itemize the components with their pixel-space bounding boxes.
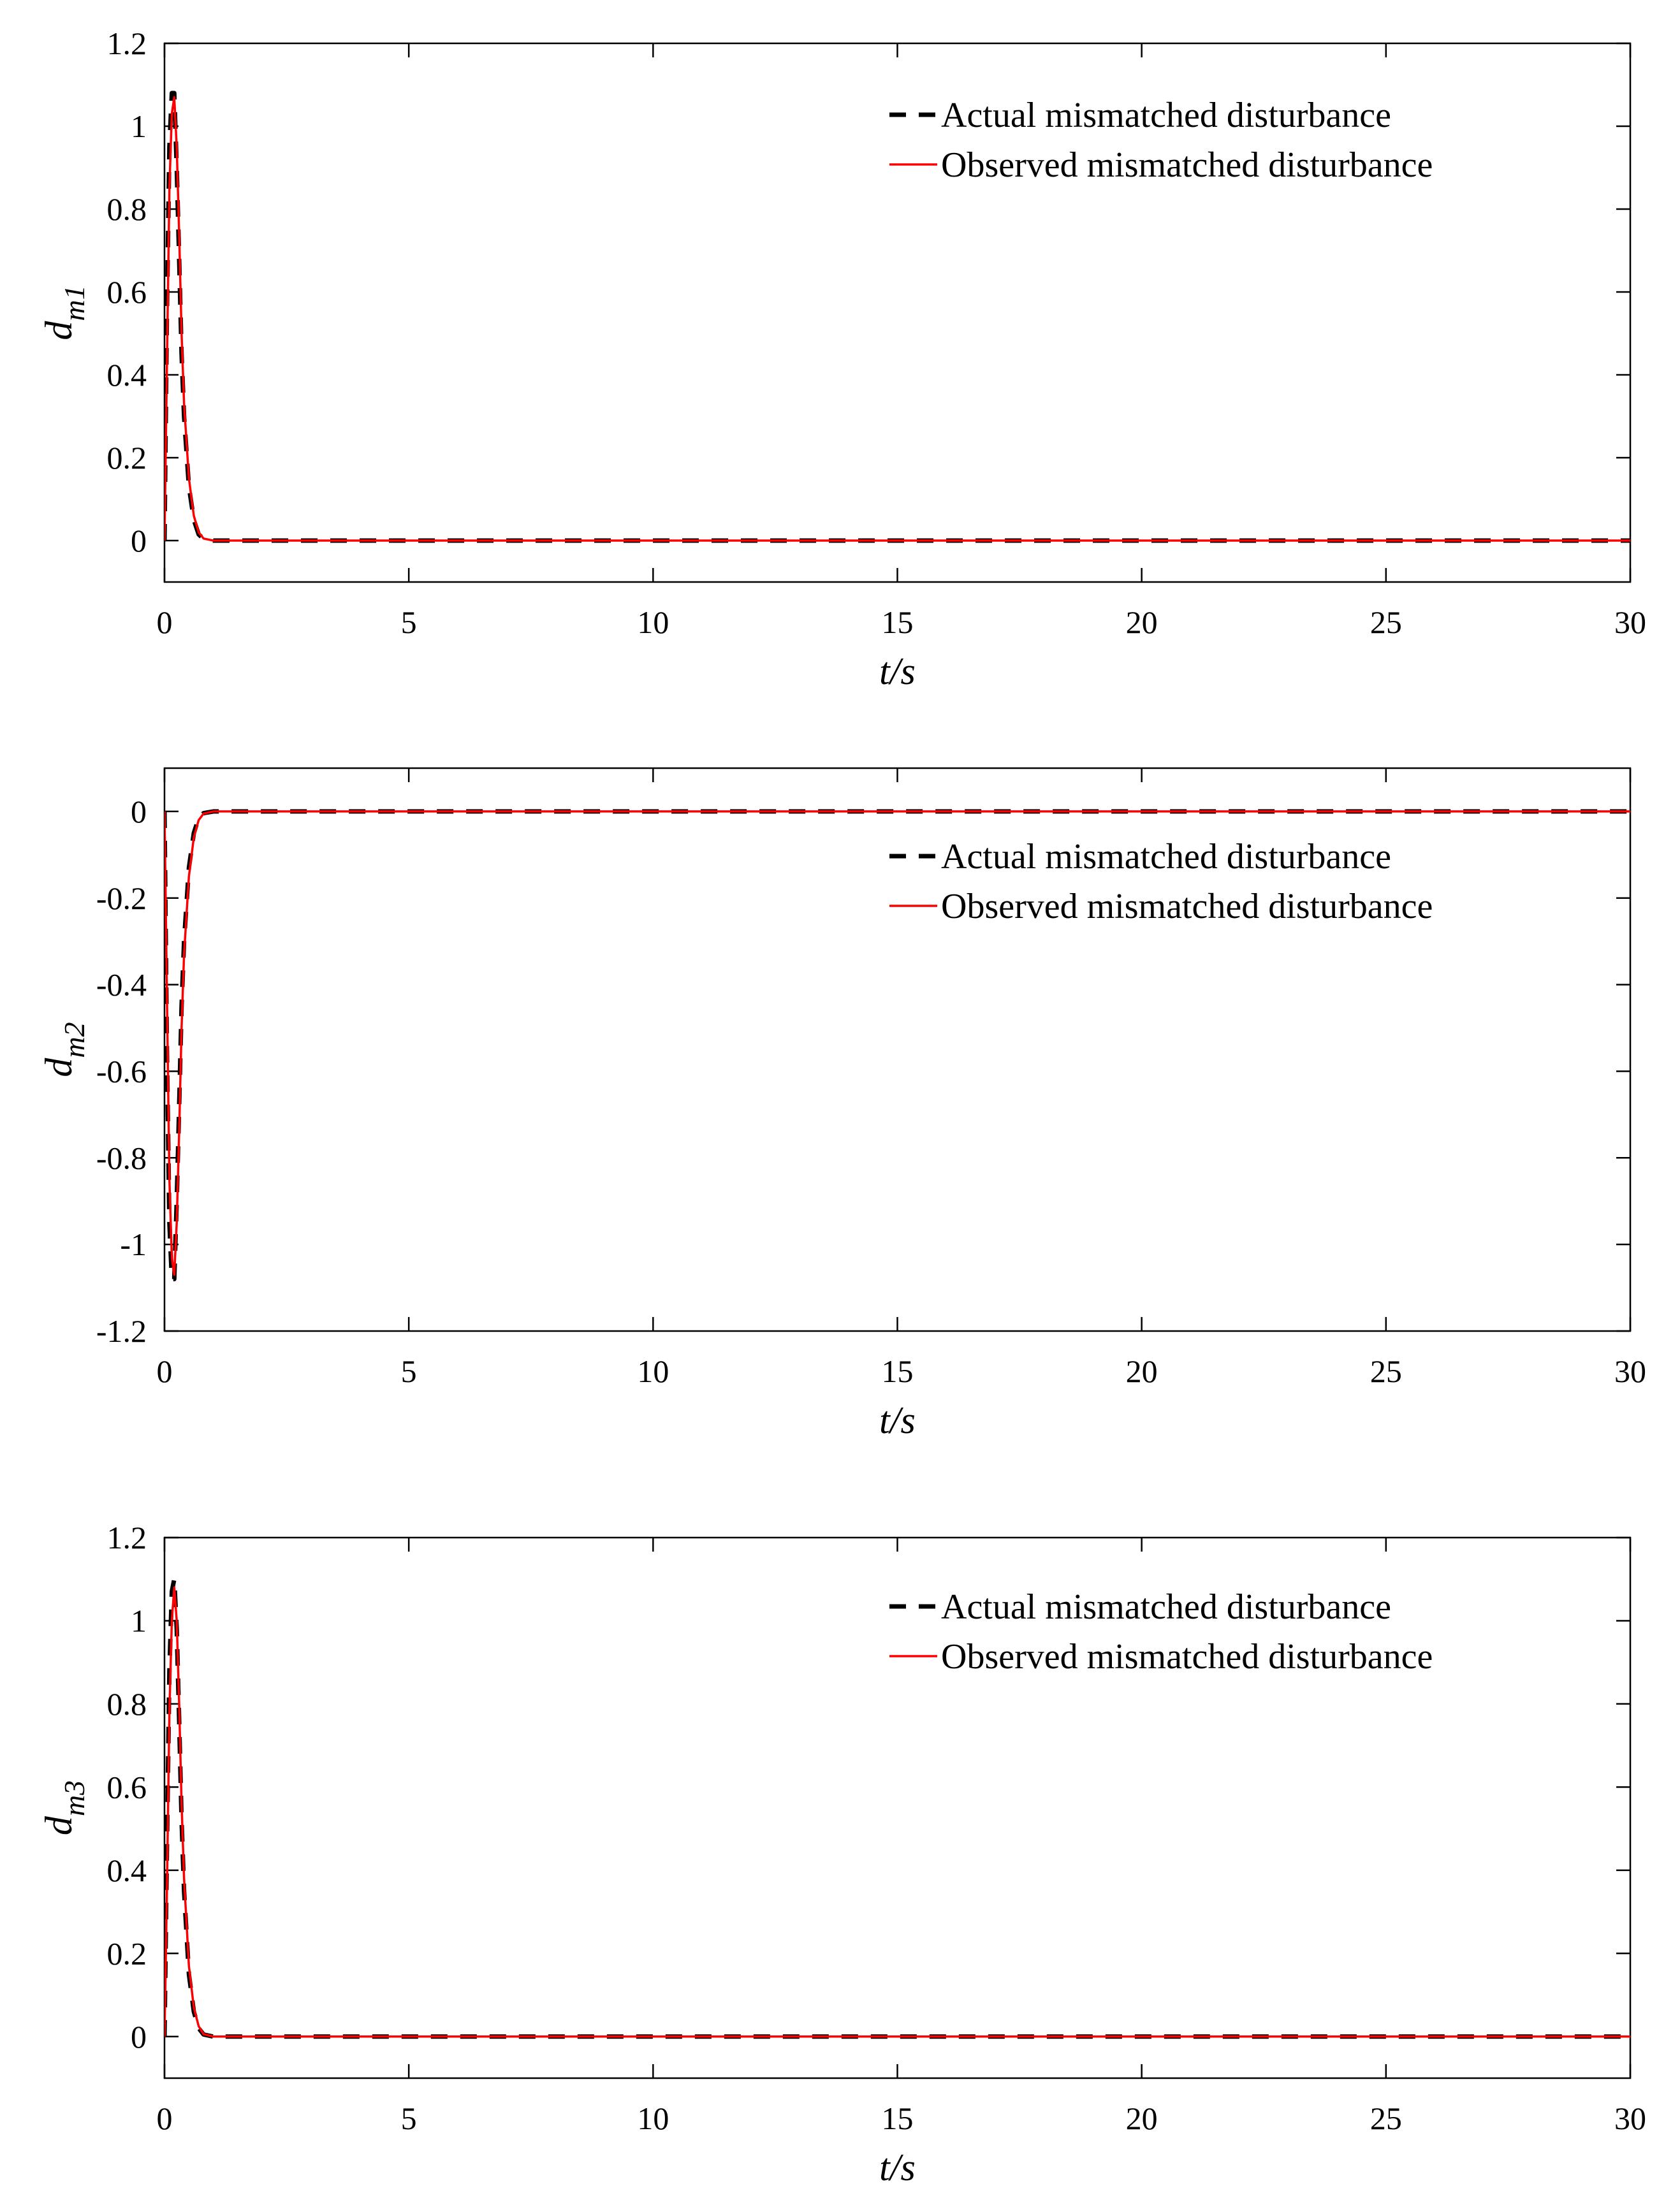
y-axis-label-subscript: m3 [58,1780,91,1816]
x-tick-label: 20 [1126,604,1158,640]
series-line-actual [164,809,1630,1281]
x-tick-label: 30 [1614,1353,1646,1389]
y-tick-label: 0 [131,523,147,558]
x-tick-label: 25 [1370,2100,1402,2136]
chart-panel-2: 0 5 10 15 20 25 30 -1.2 -1 -0.8 -0.6 -0.4 -0.2 0 t/s dm… [38,767,1646,1441]
y-tick-label: 0.8 [107,191,147,227]
y-tick-label: 1 [131,108,147,144]
x-axis-label: t/s [879,1399,916,1441]
legend-label: Actual mismatched disturbance [941,96,1391,135]
y-axis-label-subscript: m2 [58,1022,91,1058]
x-tick-label: 5 [401,2100,417,2136]
y-tick-label: -0.4 [96,967,147,1003]
y-axis-label-base: d [38,321,80,340]
chart-panel-1: 0 5 10 15 20 25 30 0 0.2 0.4 0.6 0.8 1 1.2 t/s dm1 Actua… [38,25,1646,692]
y-tick-label: 0 [131,2019,147,2055]
y-tick-label: -0.8 [96,1140,147,1175]
y-tick-label: 0 [131,794,147,829]
legend-label: Actual mismatched disturbance [941,1587,1391,1627]
x-tick-label: 5 [401,604,417,640]
x-tick-label: 5 [401,1353,417,1389]
x-axis-label: t/s [879,650,916,692]
x-tick-label: 15 [882,2100,914,2136]
series-line-observed [164,96,1630,542]
y-tick-label: 1.2 [107,1520,147,1555]
y-axis-label: dm1 [38,285,91,340]
y-tick-label: -1.2 [96,1313,147,1349]
y-tick-label: -1 [120,1226,147,1262]
y-axis-label-subscript: m1 [58,285,91,321]
axes-frame [163,42,1632,583]
y-axis-label-base: d [38,1058,80,1077]
x-tick-label: 15 [882,1353,914,1389]
y-tick-label: 0.2 [107,1935,147,1971]
x-tick-label: 30 [1614,2100,1646,2136]
x-tick-label: 25 [1370,604,1402,640]
y-tick-label: 1 [131,1603,147,1638]
axes-frame [163,767,1632,1332]
y-tick-label: 0.8 [107,1686,147,1722]
y-tick-label: 1.2 [107,25,147,61]
y-tick-label: -0.2 [96,880,147,916]
x-tick-label: 10 [637,1353,669,1389]
chart-panel-3: 0 5 10 15 20 25 30 0 0.2 0.4 0.6 0.8 1 1.2 t/s dm3 Actua… [38,1520,1646,2188]
x-tick-label: 20 [1126,2100,1158,2136]
y-axis-label: dm2 [38,1022,91,1077]
x-tick-label: 10 [637,604,669,640]
x-tick-label: 10 [637,2100,669,2136]
x-tick-label: 0 [157,1353,173,1389]
y-axis-label-base: d [38,1816,80,1835]
x-tick-label: 20 [1126,1353,1158,1389]
legend-label: Observed mismatched disturbance [941,887,1433,926]
axes-frame [163,1536,1632,2079]
x-tick-label: 25 [1370,1353,1402,1389]
x-tick-label: 0 [157,2100,173,2136]
x-tick-label: 15 [882,604,914,640]
series-line-observed [164,1586,1630,2038]
series-line-observed [164,810,1630,1276]
y-tick-label: -0.6 [96,1053,147,1089]
y-tick-label: 0.6 [107,1769,147,1805]
x-tick-label: 30 [1614,604,1646,640]
y-axis-label: dm3 [38,1780,91,1835]
legend-label: Observed mismatched disturbance [941,1637,1433,1677]
y-tick-label: 0.4 [107,1852,147,1888]
x-axis-label: t/s [879,2146,916,2188]
y-tick-label: 0.4 [107,357,147,393]
y-tick-label: 0.2 [107,440,147,476]
y-tick-label: 0.6 [107,274,147,310]
legend-label: Actual mismatched disturbance [941,837,1391,877]
x-tick-label: 0 [157,604,173,640]
legend-label: Observed mismatched disturbance [941,145,1433,185]
